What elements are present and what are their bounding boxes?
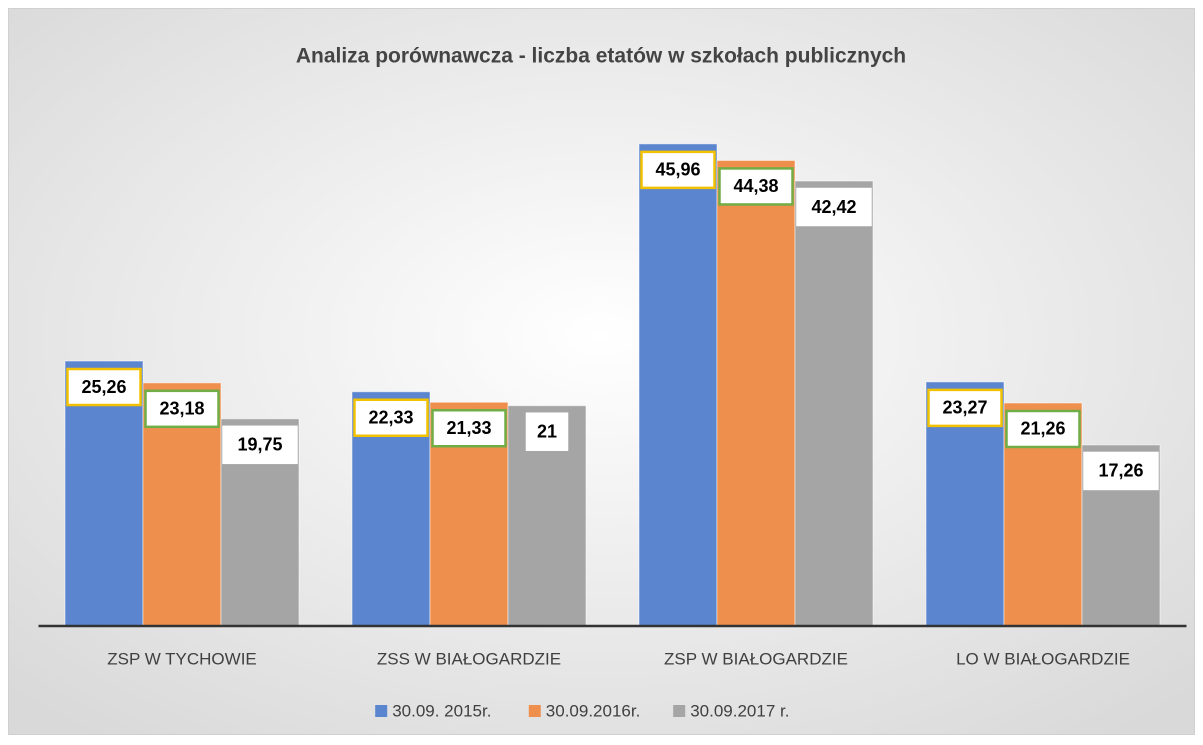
data-label: 21,26 [1020,419,1065,439]
data-label: 21 [537,421,557,441]
data-label: 44,38 [733,176,778,196]
bar [794,180,874,627]
data-label: 17,26 [1098,461,1143,481]
x-tick-label: ZSS W BIAŁOGARDZIE [377,649,561,668]
bar [716,159,796,627]
data-label-box [144,389,220,429]
data-label-box [640,150,716,190]
bar [638,143,718,627]
data-label-box [927,388,1003,428]
data-label: 42,42 [811,197,856,217]
data-label: 21,33 [446,418,491,438]
legend-swatch [528,705,541,717]
data-label-box [796,187,872,227]
legend-swatch [375,705,388,717]
x-tick-label: LO W BIAŁOGARDZIE [956,649,1130,668]
data-label: 22,33 [368,408,413,428]
data-label-box [66,367,142,407]
chart-title: Analiza porównawcza - liczba etatów w sz… [296,45,906,68]
x-tick-label: ZSP W BIAŁOGARDZIE [664,649,848,668]
data-label: 45,96 [655,160,700,180]
data-label: 19,75 [237,435,282,455]
legend-label: 30.09.2017 r. [690,701,789,720]
data-label: 23,18 [159,399,204,419]
data-label-box [431,408,507,448]
legend-label: 30.09. 2015r. [392,701,491,720]
data-label: 23,27 [942,398,987,418]
data-label-box [525,412,569,451]
data-label-box [1083,451,1159,491]
x-tick-label: ZSP W TYCHOWIE [107,649,257,668]
data-label-box [222,425,298,465]
legend-label: 30.09.2016r. [546,701,641,720]
legend-swatch [673,705,686,717]
data-label: 25,26 [81,377,126,397]
data-label-box [353,398,429,438]
data-label-box [718,167,794,206]
data-label-box [1005,409,1081,449]
